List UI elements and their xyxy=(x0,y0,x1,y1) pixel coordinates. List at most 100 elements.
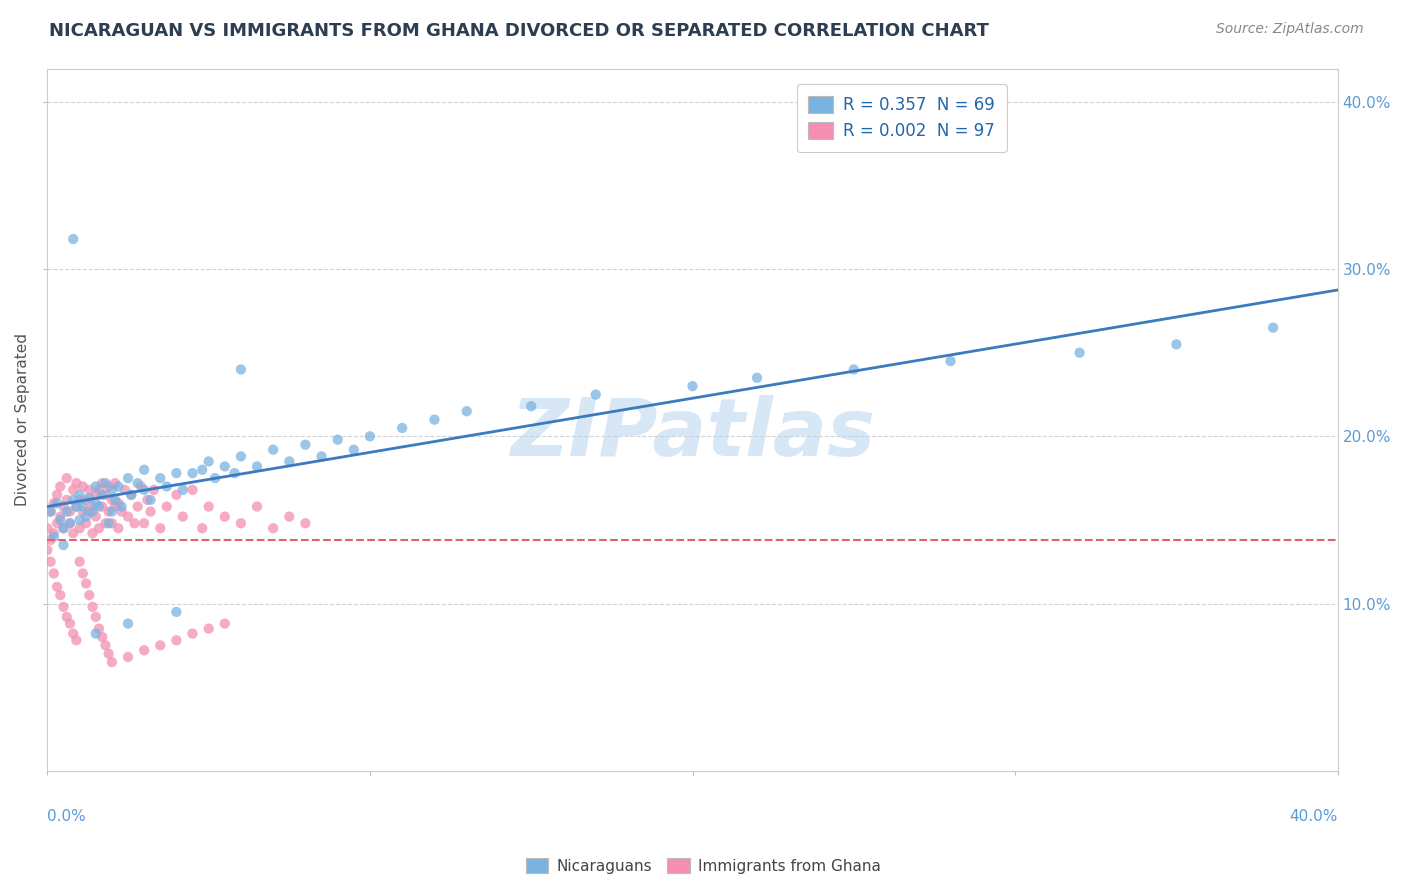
Point xyxy=(42,530,65,544)
Point xyxy=(117,509,139,524)
Point xyxy=(52,521,75,535)
Point xyxy=(181,626,204,640)
Point xyxy=(82,505,104,519)
Text: Source: ZipAtlas.com: Source: ZipAtlas.com xyxy=(1216,22,1364,37)
Point xyxy=(246,459,269,474)
Point xyxy=(165,633,187,648)
Point xyxy=(52,500,75,514)
Point xyxy=(149,521,172,535)
Point xyxy=(55,471,77,485)
Point xyxy=(107,521,129,535)
Point xyxy=(87,500,110,514)
Point xyxy=(69,488,91,502)
Point xyxy=(52,538,75,552)
Point xyxy=(107,496,129,510)
Point xyxy=(224,466,246,480)
Point xyxy=(42,496,65,510)
Point xyxy=(165,605,187,619)
Point xyxy=(62,492,84,507)
Point xyxy=(75,516,97,531)
Point xyxy=(79,491,101,506)
Point xyxy=(72,505,94,519)
Point xyxy=(129,479,152,493)
Point xyxy=(104,492,127,507)
Point xyxy=(91,630,114,644)
Point xyxy=(97,516,120,531)
Point xyxy=(69,513,91,527)
Point xyxy=(59,516,82,531)
Point xyxy=(59,505,82,519)
Point xyxy=(87,521,110,535)
Point xyxy=(87,483,110,497)
Point xyxy=(326,433,349,447)
Point xyxy=(197,622,219,636)
Point xyxy=(456,404,478,418)
Point xyxy=(117,650,139,665)
Point xyxy=(1261,320,1284,334)
Point xyxy=(49,588,72,602)
Point xyxy=(229,516,252,531)
Point xyxy=(55,492,77,507)
Point xyxy=(101,492,124,507)
Point xyxy=(214,616,236,631)
Point xyxy=(42,566,65,581)
Point xyxy=(391,421,413,435)
Point xyxy=(79,483,101,497)
Legend: R = 0.357  N = 69, R = 0.002  N = 97: R = 0.357 N = 69, R = 0.002 N = 97 xyxy=(797,84,1007,152)
Point xyxy=(79,505,101,519)
Point xyxy=(72,566,94,581)
Point xyxy=(82,526,104,541)
Point xyxy=(101,483,124,497)
Point xyxy=(65,476,87,491)
Point xyxy=(55,610,77,624)
Point xyxy=(114,483,136,497)
Point xyxy=(72,479,94,493)
Point xyxy=(585,387,607,401)
Point xyxy=(39,505,62,519)
Point xyxy=(124,516,146,531)
Point xyxy=(204,471,226,485)
Point xyxy=(139,505,162,519)
Point xyxy=(62,626,84,640)
Point xyxy=(197,500,219,514)
Point xyxy=(156,500,179,514)
Point xyxy=(120,488,142,502)
Point xyxy=(1166,337,1188,351)
Point xyxy=(278,454,301,468)
Point xyxy=(75,576,97,591)
Point xyxy=(62,526,84,541)
Point xyxy=(110,500,132,514)
Legend: Nicaraguans, Immigrants from Ghana: Nicaraguans, Immigrants from Ghana xyxy=(519,852,887,880)
Point xyxy=(84,626,107,640)
Point xyxy=(62,483,84,497)
Point xyxy=(39,555,62,569)
Point xyxy=(127,476,149,491)
Point xyxy=(294,516,316,531)
Point xyxy=(84,488,107,502)
Point xyxy=(46,488,69,502)
Point xyxy=(49,479,72,493)
Point xyxy=(91,476,114,491)
Point xyxy=(101,655,124,669)
Point xyxy=(262,521,284,535)
Point xyxy=(246,500,269,514)
Point xyxy=(84,509,107,524)
Point xyxy=(49,509,72,524)
Point xyxy=(37,543,59,558)
Point xyxy=(69,492,91,507)
Point xyxy=(134,463,156,477)
Point xyxy=(97,505,120,519)
Point xyxy=(311,450,333,464)
Point xyxy=(117,616,139,631)
Point xyxy=(181,483,204,497)
Point xyxy=(82,500,104,514)
Point xyxy=(91,488,114,502)
Point xyxy=(149,471,172,485)
Point xyxy=(52,599,75,614)
Point xyxy=(69,521,91,535)
Point xyxy=(59,516,82,531)
Point xyxy=(46,580,69,594)
Point xyxy=(197,454,219,468)
Point xyxy=(46,496,69,510)
Point xyxy=(65,500,87,514)
